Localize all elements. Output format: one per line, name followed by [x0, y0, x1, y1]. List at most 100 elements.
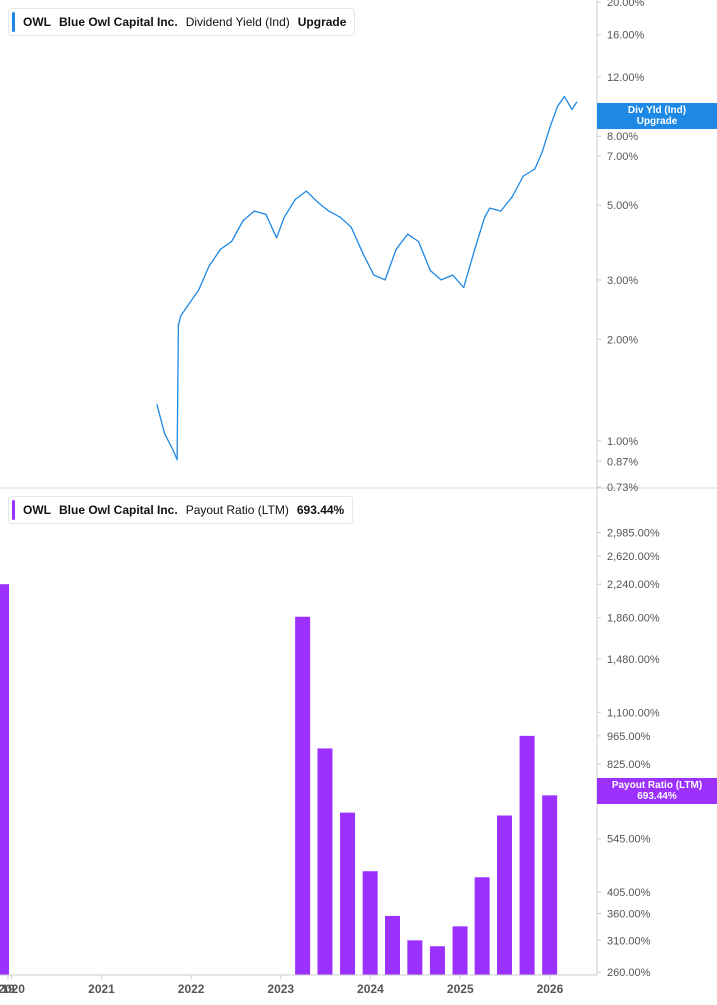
legend-metric: Payout Ratio (LTM): [185, 503, 289, 517]
payout-ratio-bar: [474, 877, 490, 975]
payout-ratio-bar: [362, 871, 378, 975]
payout-ratio-bar: [340, 812, 356, 975]
dividend-yield-point: [576, 101, 578, 103]
dividend-yield-point: [242, 219, 244, 222]
y-tick-label: 260.00%: [607, 967, 651, 979]
payout-ratio-price-tag: Payout Ratio (LTM) 693.44%: [597, 778, 717, 804]
y-tick-label: 5.00%: [607, 200, 638, 212]
legend-ticker: OWL: [23, 503, 51, 517]
legend-metric: Dividend Yield (Ind): [185, 15, 290, 29]
payout-ratio-bar: [496, 815, 512, 975]
dividend-yield-point: [253, 210, 255, 212]
dividend-yield-point: [362, 252, 364, 254]
dividend-yield-point: [440, 279, 442, 281]
y-tick-label: 1,480.00%: [607, 654, 660, 666]
y-tick-label: 0.87%: [607, 456, 638, 468]
x-tick-label: 19: [1, 982, 15, 996]
legend-current-value: 693.44%: [296, 503, 345, 517]
dividend-yield-point: [328, 210, 330, 212]
dividend-yield-point: [500, 210, 502, 212]
y-tick-label: 310.00%: [607, 935, 651, 947]
dividend-yield-point: [417, 240, 420, 243]
y-tick-label: 1.00%: [607, 436, 638, 448]
y-tick-label: 20.00%: [607, 0, 645, 9]
x-tick-label: 2021: [88, 982, 115, 996]
dividend-yield-point: [373, 274, 375, 276]
dividend-yield-point: [305, 190, 307, 192]
x-tick-label: 2020: [0, 982, 25, 996]
dividend-yield-point: [563, 95, 566, 98]
y-tick-label: 1,100.00%: [607, 707, 660, 719]
y-tick-label: 2.00%: [607, 334, 638, 346]
dividend-yield-point: [483, 216, 486, 218]
y-tick-label: 7.00%: [607, 151, 638, 163]
legend-company: Blue Owl Capital Inc.: [59, 503, 178, 517]
dividend-yield-point: [219, 248, 222, 250]
legend-payout-ratio[interactable]: OWL Blue Owl Capital Inc. Payout Ratio (…: [8, 496, 354, 524]
dividend-yield-point: [522, 175, 524, 177]
legend-company: Blue Owl Capital Inc.: [59, 15, 178, 29]
dividend-yield-point: [164, 433, 166, 435]
y-tick-label: 2,240.00%: [607, 579, 660, 591]
x-tick-label: 2025: [447, 982, 474, 996]
x-tick-label: 2026: [537, 982, 564, 996]
y-tick-label: 8.00%: [607, 131, 638, 143]
dividend-yield-point: [534, 168, 536, 170]
legend-ticker: OWL: [23, 15, 51, 29]
series-color-marker: [12, 12, 15, 32]
dividend-yield-point: [275, 237, 278, 239]
payout-ratio-bar: [0, 584, 9, 975]
dividend-yield-point: [429, 269, 431, 272]
dividend-yield-point: [511, 195, 513, 198]
dividend-yield-price-tag: Div Yld (Ind) Upgrade: [597, 103, 717, 129]
payout-ratio-plot: [0, 584, 558, 975]
dividend-yield-point: [265, 213, 267, 215]
dividend-yield-point: [571, 108, 573, 111]
x-tick-label: 2022: [178, 982, 205, 996]
payout-ratio-bar: [407, 940, 423, 975]
dividend-yield-point: [186, 306, 188, 308]
tag-value: Upgrade: [636, 116, 678, 127]
dividend-yield-line: [156, 95, 578, 461]
y-tick-label: 1,860.00%: [607, 613, 660, 625]
y-tick-label: 965.00%: [607, 731, 651, 743]
dividend-yield-point: [350, 226, 352, 228]
upgrade-link[interactable]: Upgrade: [297, 15, 347, 29]
dividend-yield-point: [173, 452, 176, 454]
dividend-yield-point: [208, 265, 210, 267]
dividend-yield-point: [317, 201, 319, 203]
dividend-yield-point: [474, 248, 476, 250]
tag-label: Div Yld (Ind): [627, 105, 687, 116]
dividend-yield-point: [384, 279, 386, 281]
y-tick-label: 2,620.00%: [607, 551, 660, 563]
y-tick-label: 825.00%: [607, 759, 651, 771]
payout-ratio-bar: [385, 915, 401, 975]
tag-label: Payout Ratio (LTM): [611, 780, 703, 791]
y-tick-label: 405.00%: [607, 887, 651, 899]
legend-dividend-yield[interactable]: OWL Blue Owl Capital Inc. Dividend Yield…: [8, 8, 356, 36]
y-tick-label: 16.00%: [607, 30, 645, 42]
y-tick-label: 2,985.00%: [607, 528, 660, 540]
dividend-yield-point: [294, 198, 296, 200]
dividend-yield-point: [395, 248, 397, 250]
payout-ratio-bar: [519, 735, 535, 975]
payout-ratio-bar: [542, 795, 558, 975]
dividend-yield-point: [283, 216, 285, 218]
dividend-yield-point: [156, 404, 158, 406]
dividend-yield-point: [176, 459, 178, 461]
dividend-yield-point: [452, 274, 454, 276]
dividend-yield-point: [198, 289, 200, 291]
x-tick-label: 2023: [267, 982, 294, 996]
x-tick-label: 2024: [357, 982, 384, 996]
dividend-yield-point: [231, 240, 233, 243]
y-tick-label: 12.00%: [607, 72, 645, 84]
payout-ratio-bar: [317, 748, 333, 975]
y-tick-label: 545.00%: [607, 834, 651, 846]
payout-ratio-bar: [295, 616, 311, 975]
dividend-yield-point: [180, 315, 182, 317]
series-color-marker: [12, 500, 15, 520]
payout-ratio-bar: [429, 946, 445, 975]
dividend-yield-plot: [156, 95, 578, 461]
